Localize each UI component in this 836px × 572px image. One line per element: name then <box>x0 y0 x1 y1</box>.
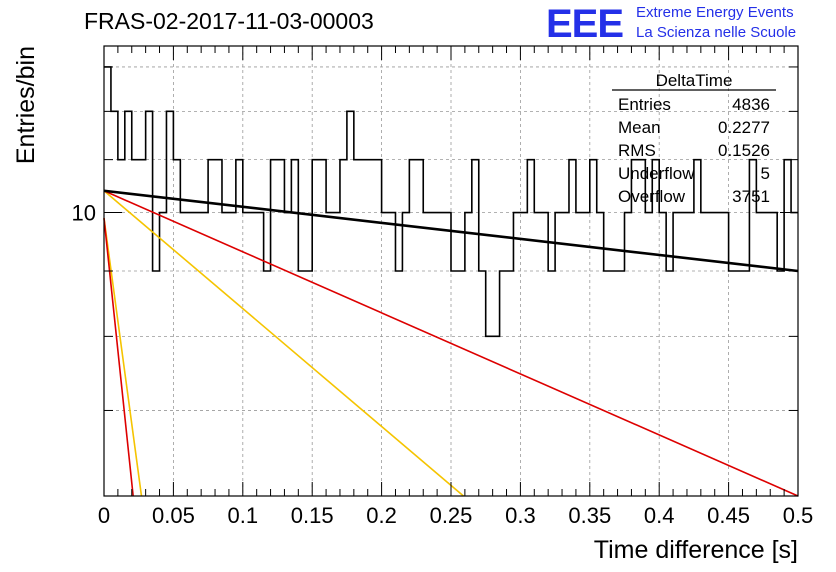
stats-label: RMS <box>618 141 656 160</box>
stats-label: Entries <box>618 95 671 114</box>
x-tick-label: 0.3 <box>505 503 536 528</box>
x-tick-label: 0.2 <box>366 503 397 528</box>
x-tick-label: 0.5 <box>783 503 814 528</box>
stats-box: DeltaTime Entries 4836 Mean 0.2277 RMS 0.1526 U… <box>612 71 776 206</box>
stats-value: 4836 <box>732 95 770 114</box>
fit-line <box>103 218 143 497</box>
stats-label: Underflow <box>618 164 695 183</box>
y-tick-label: 10 <box>72 201 96 226</box>
histogram-outline <box>104 66 798 338</box>
stats-value: 5 <box>761 164 770 183</box>
fit-line <box>103 218 134 497</box>
stats-label: Overflow <box>618 187 686 206</box>
fit-line <box>103 189 799 273</box>
x-tick-label: 0.4 <box>644 503 675 528</box>
x-axis-label: Time difference [s] <box>594 536 798 564</box>
stats-label: Mean <box>618 118 661 137</box>
logo-caption-line1: Extreme Energy Events <box>636 4 794 21</box>
x-tick-label: 0.15 <box>291 503 334 528</box>
stats-value: 0.1526 <box>718 141 770 160</box>
stats-title: DeltaTime <box>656 71 733 90</box>
axis-ticks <box>103 46 799 496</box>
y-axis-label: Entries/bin <box>12 46 40 164</box>
chart-title: FRAS-02-2017-11-03-00003 <box>84 8 374 34</box>
x-tick-label: 0 <box>98 503 110 528</box>
histogram <box>104 66 798 338</box>
eee-logo: EEE <box>546 2 624 46</box>
x-tick-label: 0.25 <box>430 503 473 528</box>
fit-line <box>103 190 465 497</box>
x-tick-label: 0.05 <box>152 503 195 528</box>
stats-value: 0.2277 <box>718 118 770 137</box>
fit-line <box>103 190 799 497</box>
x-tick-label: 0.45 <box>707 503 750 528</box>
logo-caption-line2: La Scienza nelle Scuole <box>636 24 797 41</box>
stats-value: 3751 <box>732 187 770 206</box>
fit-lines <box>103 189 799 497</box>
tick-labels: 0 0.05 0.1 0.15 0.2 0.25 0.3 0.35 0.4 0.45 0.5 10 <box>72 201 814 528</box>
x-tick-label: 0.35 <box>568 503 611 528</box>
x-tick-label: 0.1 <box>228 503 259 528</box>
